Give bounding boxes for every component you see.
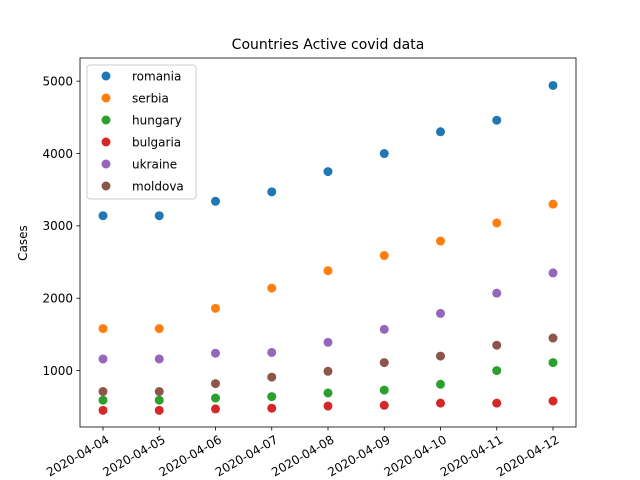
legend-marker-moldova: [101, 181, 111, 191]
data-point-hungary: [492, 366, 502, 376]
data-point-hungary: [267, 392, 277, 402]
data-point-bulgaria: [548, 396, 558, 406]
legend-label-ukraine: ukraine: [132, 157, 177, 171]
y-tick-label: 2000: [42, 292, 73, 306]
data-point-moldova: [211, 379, 220, 389]
data-point-ukraine: [323, 337, 333, 347]
data-point-moldova: [267, 372, 277, 382]
data-point-bulgaria: [98, 405, 108, 415]
data-point-ukraine: [492, 288, 502, 298]
legend-label-hungary: hungary: [132, 113, 182, 127]
data-point-hungary: [211, 393, 220, 403]
legend-marker-ukraine: [101, 159, 111, 169]
data-point-moldova: [323, 366, 333, 376]
data-point-bulgaria: [379, 400, 389, 410]
data-point-serbia: [379, 251, 389, 261]
data-point-serbia: [323, 266, 333, 276]
data-point-hungary: [154, 395, 164, 405]
data-point-bulgaria: [323, 401, 333, 411]
y-tick-label: 3000: [42, 219, 73, 233]
data-point-romania: [436, 127, 445, 137]
data-point-moldova: [436, 351, 445, 361]
data-point-bulgaria: [211, 404, 220, 414]
data-point-romania: [211, 196, 220, 206]
data-point-hungary: [548, 358, 558, 368]
data-point-moldova: [379, 358, 389, 368]
data-point-bulgaria: [267, 403, 277, 413]
y-tick-label: 4000: [42, 147, 73, 161]
data-point-romania: [98, 211, 108, 221]
data-point-hungary: [323, 388, 333, 398]
legend-box: [86, 64, 197, 200]
data-point-serbia: [211, 303, 220, 313]
data-point-serbia: [492, 218, 502, 228]
data-point-serbia: [98, 324, 108, 334]
data-point-romania: [379, 149, 389, 159]
data-point-hungary: [436, 379, 445, 389]
legend-label-moldova: moldova: [132, 179, 184, 193]
data-point-ukraine: [548, 268, 558, 278]
data-point-bulgaria: [154, 405, 164, 415]
data-point-romania: [267, 187, 277, 197]
data-point-serbia: [267, 283, 277, 293]
data-point-hungary: [379, 385, 389, 395]
data-point-hungary: [98, 395, 108, 405]
data-point-romania: [548, 80, 558, 90]
legend-label-serbia: serbia: [132, 91, 169, 105]
legend-marker-romania: [101, 71, 111, 81]
legend-marker-serbia: [101, 93, 111, 103]
data-point-romania: [492, 115, 502, 125]
data-point-romania: [154, 211, 164, 221]
data-point-ukraine: [436, 308, 445, 318]
legend-marker-bulgaria: [101, 137, 111, 147]
legend-label-bulgaria: bulgaria: [132, 135, 181, 149]
legend-marker-hungary: [101, 115, 111, 125]
data-point-ukraine: [379, 324, 389, 334]
y-tick-label: 5000: [42, 74, 73, 88]
data-point-ukraine: [98, 354, 108, 364]
data-point-ukraine: [211, 348, 220, 358]
data-point-bulgaria: [436, 398, 445, 408]
data-point-moldova: [492, 340, 502, 350]
y-tick-label: 1000: [42, 364, 73, 378]
data-point-ukraine: [154, 354, 164, 364]
legend-label-romania: romania: [132, 69, 181, 83]
data-point-serbia: [436, 236, 445, 246]
data-point-romania: [323, 167, 333, 177]
data-point-moldova: [548, 333, 558, 343]
data-point-moldova: [98, 387, 108, 397]
y-axis-label: Cases: [16, 225, 30, 261]
chart-title: Countries Active covid data: [232, 37, 425, 53]
data-point-bulgaria: [492, 398, 502, 408]
data-point-moldova: [154, 387, 164, 397]
data-point-serbia: [154, 324, 164, 334]
data-point-serbia: [548, 199, 558, 209]
data-point-ukraine: [267, 347, 277, 357]
